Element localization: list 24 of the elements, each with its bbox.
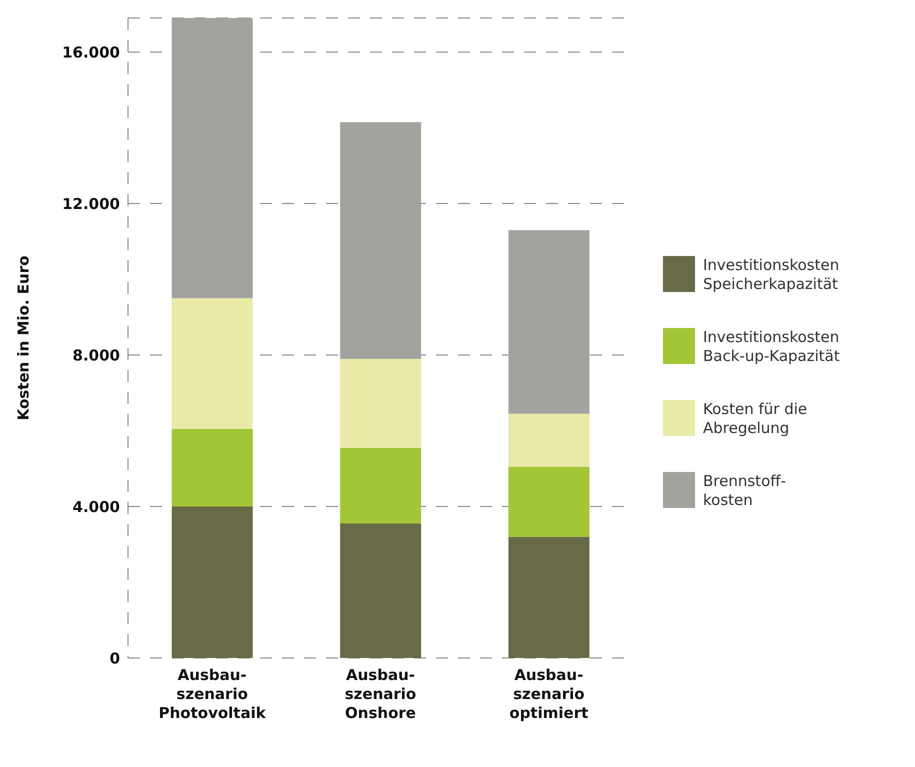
y-tick-label: 4.000: [72, 498, 120, 516]
y-tick-label: 16.000: [62, 43, 120, 62]
bar: [508, 230, 590, 414]
bar: [508, 414, 590, 467]
y-tick-label: 12.000: [62, 194, 120, 213]
bar: [172, 506, 253, 658]
bar: [340, 524, 422, 658]
x-tick-label: Ausbau- szenario optimiert: [509, 666, 588, 722]
legend-label: Kosten für die Abregelung: [703, 400, 808, 438]
bar: [508, 536, 590, 658]
x-tick-label: Ausbau- szenario Onshore: [344, 666, 416, 722]
legend-label: Brennstoff- kosten: [703, 472, 786, 510]
x-tick-label: Ausbau- szenario Photovoltaik: [158, 666, 267, 722]
bar: [172, 298, 253, 429]
y-axis-title: Kosten in Mio. Euro: [14, 256, 32, 420]
y-tick-label: 0: [110, 649, 120, 668]
legend-label: Investitionskosten Back-up-Kapazität: [703, 328, 840, 366]
bar: [340, 448, 422, 524]
bar: [172, 428, 253, 507]
bar: [340, 122, 422, 359]
bar: [508, 466, 590, 537]
legend-label: Investitionskosten Speicherkapazität: [703, 256, 840, 294]
bar: [340, 358, 422, 448]
y-tick-label: 8.000: [72, 346, 120, 364]
